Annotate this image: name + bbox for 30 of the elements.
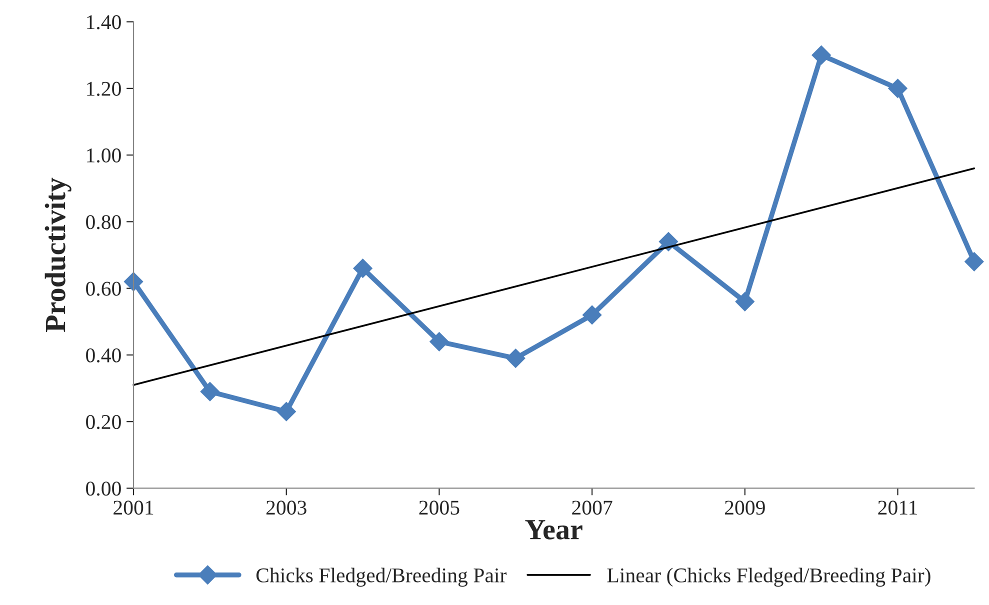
point <box>735 292 754 312</box>
x-tick-label: 2001 <box>114 500 154 515</box>
x-tick-label: 2011 <box>878 500 917 515</box>
point <box>276 402 296 422</box>
x-tick-label: 2009 <box>724 500 765 515</box>
point <box>430 332 449 352</box>
point <box>124 272 144 292</box>
point <box>353 258 372 278</box>
y-tick-label: 0.60 <box>86 282 121 296</box>
point <box>658 232 678 252</box>
x-tick-label: 2003 <box>266 500 306 515</box>
y-tick-label: 0.40 <box>86 348 121 362</box>
point <box>888 78 908 98</box>
x-axis-title: Year <box>525 520 582 540</box>
legend-label: Chicks Fledged/Breeding Pair <box>256 568 507 587</box>
y-tick-label: 1.20 <box>87 82 121 96</box>
legend-label: Linear (Chicks Fledged/Breeding Pair) <box>607 568 930 587</box>
y-tick-label: 1.40 <box>87 15 121 30</box>
point <box>812 46 831 65</box>
y-tick-label: 0.80 <box>86 215 121 230</box>
y-tick-label: 0.20 <box>86 414 121 430</box>
y-tick-label: 1.00 <box>87 148 121 163</box>
point <box>964 252 984 272</box>
x-tick-label: 2007 <box>572 500 612 515</box>
point <box>582 305 602 325</box>
y-tick-label: 0.00 <box>86 482 121 496</box>
point <box>506 348 526 368</box>
x-tick-label: 2005 <box>419 500 460 515</box>
point <box>200 382 220 402</box>
y-axis-title: Productivity <box>44 178 72 332</box>
